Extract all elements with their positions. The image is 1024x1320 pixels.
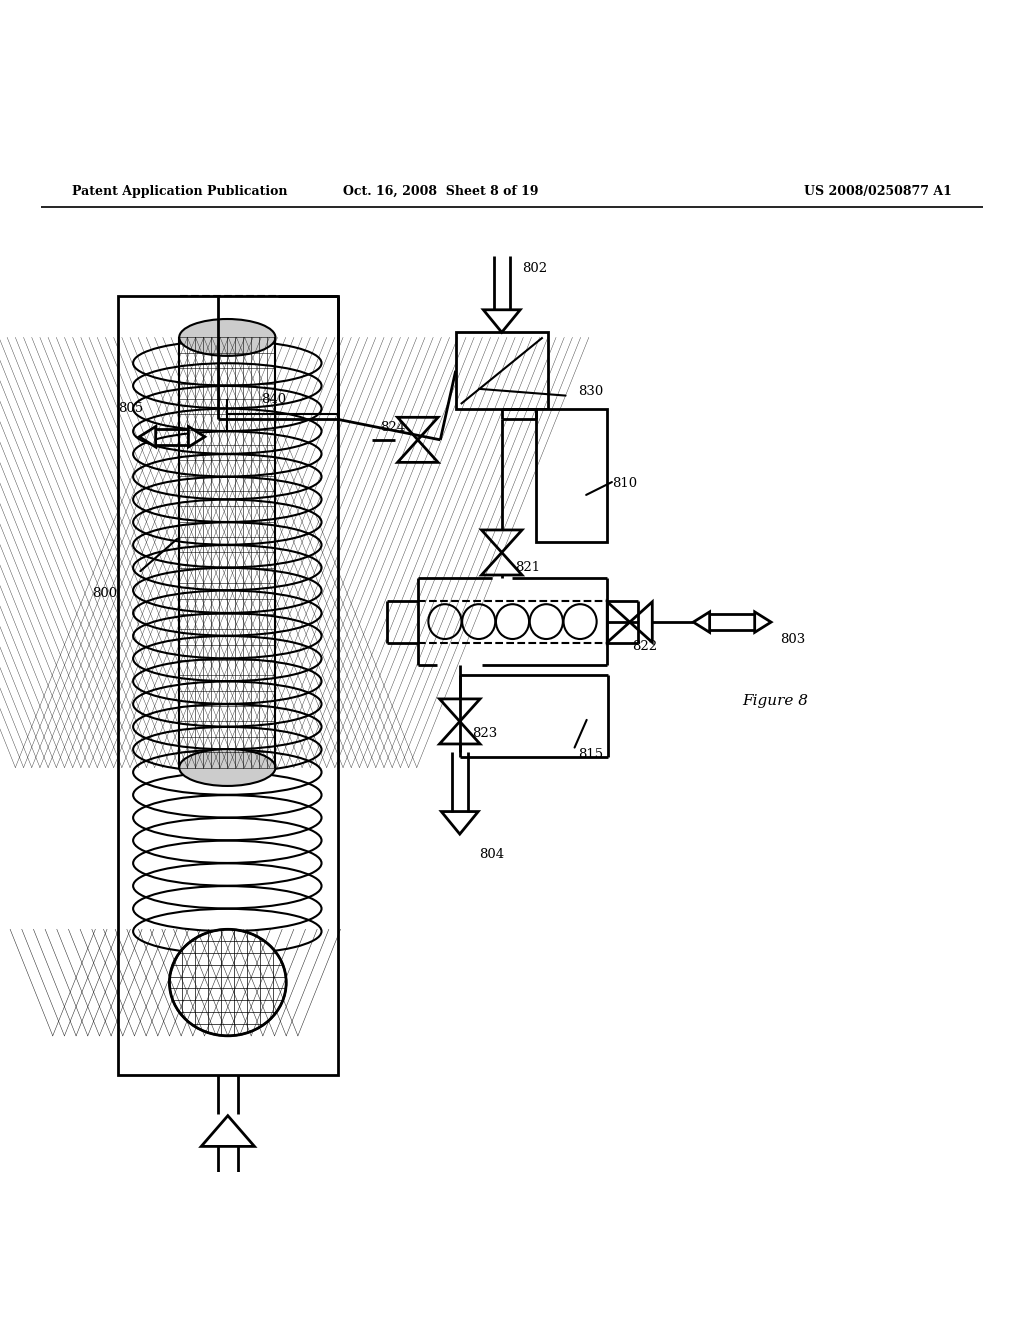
Text: 824: 824 bbox=[380, 421, 406, 434]
Polygon shape bbox=[397, 440, 438, 462]
Ellipse shape bbox=[563, 605, 597, 639]
Ellipse shape bbox=[496, 605, 529, 639]
Text: 822: 822 bbox=[632, 640, 657, 653]
Text: 823: 823 bbox=[472, 727, 498, 741]
Polygon shape bbox=[693, 612, 710, 632]
Polygon shape bbox=[483, 310, 520, 333]
Text: 815: 815 bbox=[579, 747, 604, 760]
Polygon shape bbox=[630, 602, 652, 643]
Ellipse shape bbox=[179, 748, 275, 785]
Polygon shape bbox=[439, 698, 480, 722]
Polygon shape bbox=[188, 426, 205, 447]
Text: Patent Application Publication: Patent Application Publication bbox=[72, 185, 287, 198]
Ellipse shape bbox=[428, 605, 462, 639]
Polygon shape bbox=[481, 529, 522, 553]
Bar bbox=[536, 409, 607, 543]
Polygon shape bbox=[607, 602, 630, 643]
Text: 840: 840 bbox=[261, 393, 287, 407]
Bar bbox=[118, 297, 338, 1074]
Bar bbox=[456, 333, 548, 409]
Text: 810: 810 bbox=[612, 478, 638, 490]
Ellipse shape bbox=[462, 605, 496, 639]
Ellipse shape bbox=[529, 605, 563, 639]
Polygon shape bbox=[481, 553, 522, 576]
Polygon shape bbox=[201, 1115, 254, 1146]
Ellipse shape bbox=[179, 319, 275, 356]
Polygon shape bbox=[441, 812, 478, 834]
Polygon shape bbox=[397, 417, 438, 440]
Text: 805: 805 bbox=[118, 401, 143, 414]
Polygon shape bbox=[439, 722, 480, 744]
Text: 821: 821 bbox=[515, 561, 541, 574]
Polygon shape bbox=[755, 612, 771, 632]
Ellipse shape bbox=[170, 929, 287, 1036]
Text: Oct. 16, 2008  Sheet 8 of 19: Oct. 16, 2008 Sheet 8 of 19 bbox=[343, 185, 538, 198]
Text: 802: 802 bbox=[522, 263, 548, 276]
Text: Figure 8: Figure 8 bbox=[742, 694, 808, 708]
Text: 803: 803 bbox=[780, 634, 806, 645]
Text: 800: 800 bbox=[92, 587, 118, 599]
Text: 804: 804 bbox=[479, 847, 505, 861]
Text: US 2008/0250877 A1: US 2008/0250877 A1 bbox=[805, 185, 952, 198]
Polygon shape bbox=[139, 426, 156, 447]
Text: 830: 830 bbox=[579, 385, 604, 399]
